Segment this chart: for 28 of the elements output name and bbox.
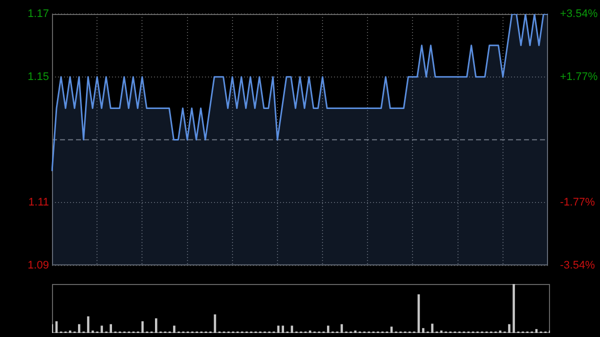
bar	[78, 324, 80, 333]
bar	[431, 324, 434, 333]
y2-tick-label: +3.54%	[560, 8, 598, 20]
bar	[418, 294, 420, 333]
y2-tick-label: -3.54%	[560, 259, 596, 272]
y2-tick-label: +1.77%	[560, 70, 598, 83]
bar	[100, 326, 103, 333]
bar	[173, 326, 176, 333]
bar	[535, 329, 538, 333]
y-tick-label: 1.17	[28, 8, 49, 20]
bar	[277, 326, 280, 333]
bar	[154, 318, 158, 333]
bar	[290, 326, 294, 333]
bar	[110, 324, 112, 333]
bar	[141, 321, 144, 333]
y2-tick-label: -1.77%	[560, 196, 596, 209]
bar	[390, 326, 393, 333]
y-tick-label: 1.09	[28, 259, 49, 272]
bar	[512, 284, 515, 333]
bar	[55, 321, 58, 333]
bar	[87, 316, 90, 333]
bar	[422, 328, 424, 333]
bar	[508, 324, 510, 333]
y-tick-label: 1.15	[28, 70, 49, 83]
bar	[340, 324, 343, 333]
bar	[327, 326, 330, 333]
y-tick-label: 1.11	[28, 196, 49, 209]
bar	[282, 326, 284, 333]
